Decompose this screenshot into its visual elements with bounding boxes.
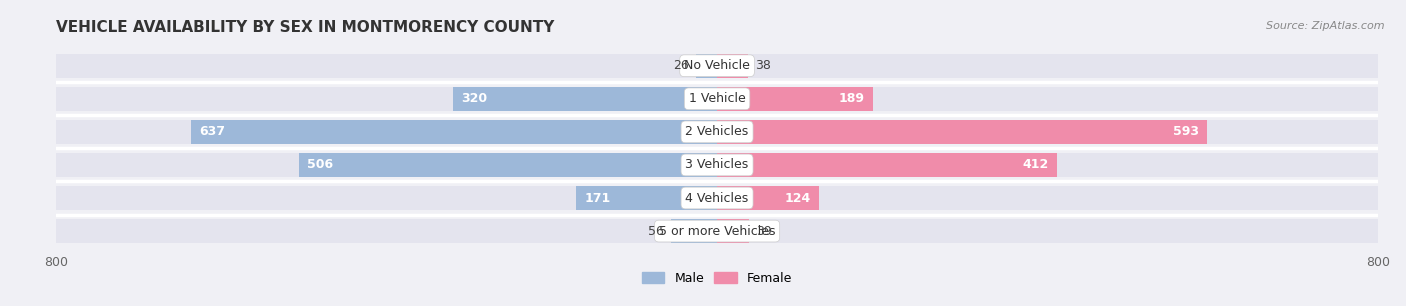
Bar — [56, 219, 1378, 243]
Bar — [56, 186, 1378, 210]
Text: 1 Vehicle: 1 Vehicle — [689, 92, 745, 105]
Bar — [696, 54, 717, 78]
Bar — [717, 153, 1057, 177]
Bar — [299, 153, 717, 177]
Bar — [56, 87, 1378, 111]
Bar — [717, 120, 1206, 144]
Text: 5 or more Vehicles: 5 or more Vehicles — [659, 225, 775, 237]
Text: 412: 412 — [1024, 159, 1049, 171]
Text: 593: 593 — [1173, 125, 1199, 138]
Text: 26: 26 — [673, 59, 689, 72]
Text: 506: 506 — [308, 159, 333, 171]
Bar — [717, 54, 748, 78]
Text: 2 Vehicles: 2 Vehicles — [686, 125, 748, 138]
Bar — [717, 87, 873, 111]
Bar — [717, 219, 749, 243]
Text: 56: 56 — [648, 225, 664, 237]
Text: 3 Vehicles: 3 Vehicles — [686, 159, 748, 171]
Legend: Male, Female: Male, Female — [637, 267, 797, 290]
Bar — [56, 153, 1378, 177]
Text: VEHICLE AVAILABILITY BY SEX IN MONTMORENCY COUNTY: VEHICLE AVAILABILITY BY SEX IN MONTMOREN… — [56, 20, 554, 35]
Text: Source: ZipAtlas.com: Source: ZipAtlas.com — [1267, 21, 1385, 32]
Bar — [576, 186, 717, 210]
Text: 189: 189 — [839, 92, 865, 105]
Text: 4 Vehicles: 4 Vehicles — [686, 192, 748, 204]
Text: 171: 171 — [583, 192, 610, 204]
Bar — [56, 120, 1378, 144]
Text: No Vehicle: No Vehicle — [685, 59, 749, 72]
Bar — [717, 186, 820, 210]
Text: 124: 124 — [785, 192, 811, 204]
Text: 39: 39 — [756, 225, 772, 237]
Bar — [453, 87, 717, 111]
Text: 637: 637 — [200, 125, 225, 138]
Bar — [671, 219, 717, 243]
Bar — [191, 120, 717, 144]
Text: 320: 320 — [461, 92, 486, 105]
Text: 38: 38 — [755, 59, 770, 72]
Bar — [56, 54, 1378, 78]
